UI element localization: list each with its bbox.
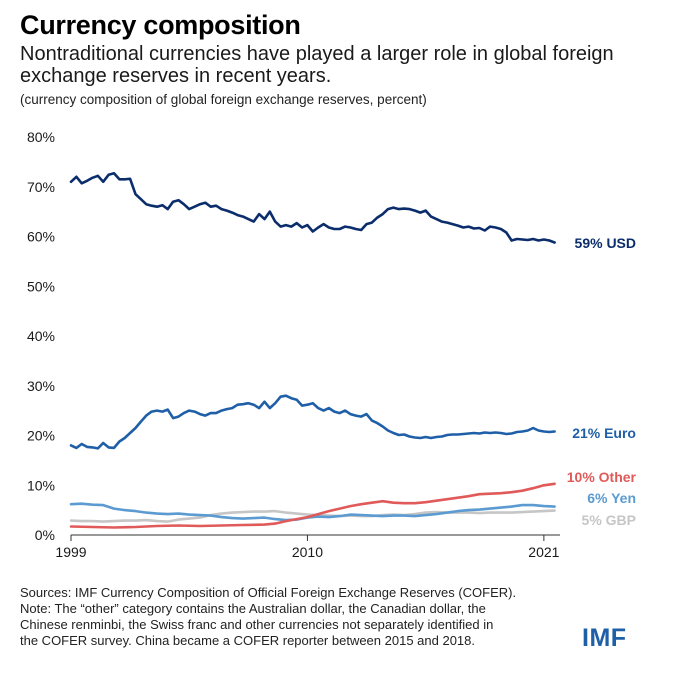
series-labels: 59% USD 21% Euro 10% Other 6% Yen 5% GBP — [567, 235, 637, 528]
series-label-other: 10% Other — [567, 469, 637, 485]
series-label-yen: 6% Yen — [587, 490, 636, 506]
chart-title: Currency composition — [20, 10, 301, 40]
y-tick-label: 50% — [27, 278, 55, 294]
chart-subtitle: Nontraditional currencies have played a … — [20, 43, 614, 87]
series-label-gbp: 5% GBP — [582, 512, 636, 528]
y-tick-label: 0% — [35, 527, 55, 543]
series-line-other — [69, 482, 556, 529]
sources-text: Sources: IMF Currency Composition of Off… — [20, 585, 517, 600]
y-tick-label: 10% — [27, 477, 55, 493]
y-tick-label: 20% — [27, 428, 55, 444]
chart-axes: 0% 10% 20% 30% 40% 50% 60% 70% 80% 1999 2010 2021 — [27, 129, 560, 560]
chart-note: (currency composition of global foreign … — [20, 92, 427, 107]
series-label-usd: 59% USD — [575, 235, 636, 251]
y-tick-label: 60% — [27, 229, 55, 245]
x-tick-label: 1999 — [55, 544, 86, 560]
y-tick-label: 70% — [27, 179, 55, 195]
y-tick-label: 40% — [27, 328, 55, 344]
series-label-euro: 21% Euro — [572, 425, 636, 441]
y-tick-label: 80% — [27, 129, 55, 145]
series-line-euro — [69, 394, 556, 450]
series-line-yen — [69, 502, 556, 522]
footnote-line: Chinese renminbi, the Swiss franc and ot… — [20, 617, 494, 632]
currency-line-chart: 0% 10% 20% 30% 40% 50% 60% 70% 80% 1999 2010 2021 5… — [27, 129, 637, 560]
x-tick-label: 2010 — [292, 544, 323, 560]
y-tick-label: 30% — [27, 378, 55, 394]
x-tick-label: 2021 — [528, 544, 559, 560]
imf-logo: IMF — [582, 624, 627, 652]
footnote-line: Note: The “other” category contains the … — [20, 601, 486, 616]
chart-footer: Sources: IMF Currency Composition of Off… — [20, 585, 570, 649]
footnote-line: the COFER survey. China became a COFER r… — [20, 633, 475, 648]
series-line-usd — [69, 172, 556, 244]
chart-series — [69, 172, 556, 529]
